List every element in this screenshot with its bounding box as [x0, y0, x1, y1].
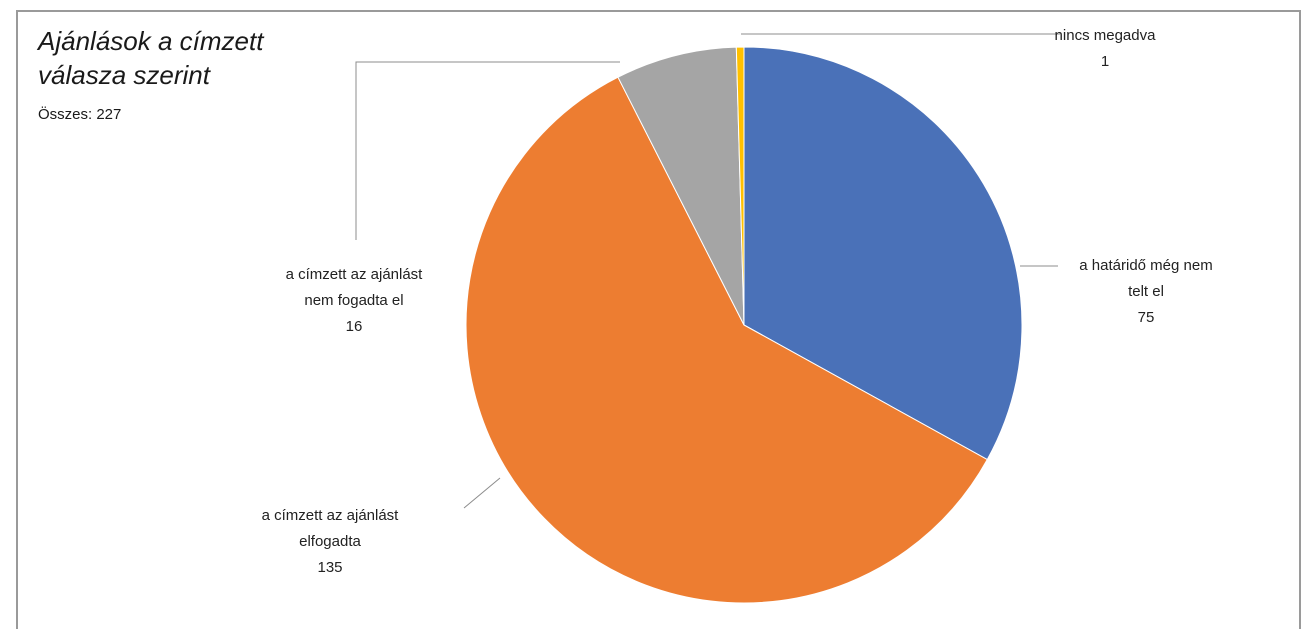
slice-label-3-line-1: a címzett az ajánlást: [286, 266, 424, 283]
pie-slice-3: [617, 46, 745, 326]
slice-label-4-line-2: 1: [1101, 53, 1109, 70]
slice-label-2-line-2: elfogadta: [299, 533, 361, 550]
leader-line-3: [355, 61, 620, 240]
slice-label-3-line-3: 16: [346, 318, 363, 335]
pie-slice-2: [465, 76, 988, 604]
slice-label-1-line-3: 75: [1138, 309, 1155, 326]
slice-label-2-line-3: 135: [317, 559, 342, 576]
chart-subtitle: Összes: 227: [38, 106, 122, 123]
pie-slice-1: [743, 46, 1023, 461]
pie-slice-4: [735, 46, 745, 326]
slice-label-1-line-1: a határidő még nem: [1079, 257, 1212, 274]
chart-title: Ajánlások a címzett válasza szerint: [38, 26, 264, 90]
slice-label-1-line-2: telt el: [1128, 283, 1164, 300]
slice-label-4-line-1: nincs megadva: [1055, 27, 1157, 44]
slice-label-3-line-2: nem fogadta el: [304, 292, 403, 309]
slice-label-2-line-1: a címzett az ajánlást: [262, 507, 400, 524]
leader-line-2: [463, 477, 501, 509]
